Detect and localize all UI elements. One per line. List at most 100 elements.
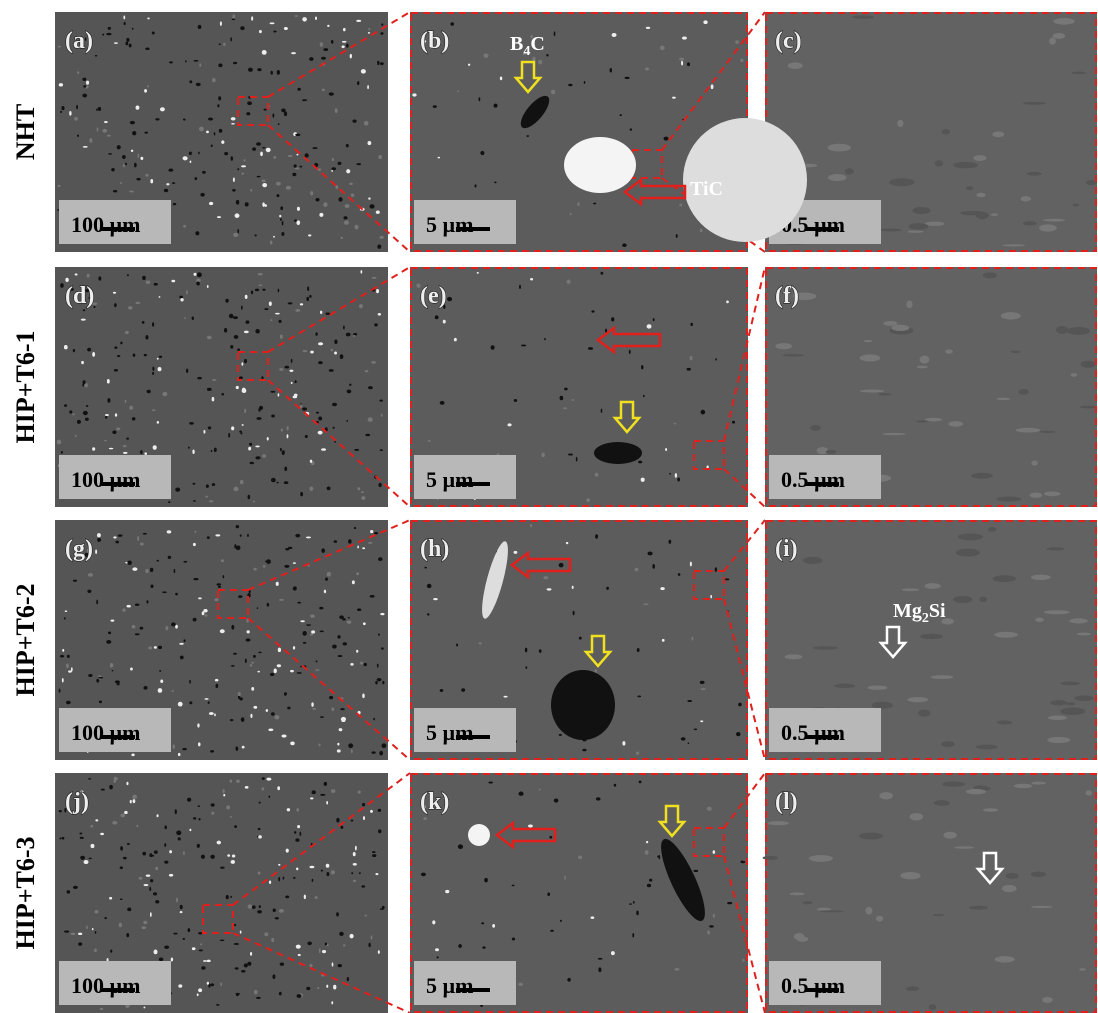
particle (212, 379, 216, 381)
particle (331, 789, 335, 793)
particle (120, 182, 122, 184)
particle (145, 47, 149, 50)
particle (983, 272, 997, 278)
particle (244, 409, 246, 413)
particle (514, 399, 517, 402)
particle (108, 153, 112, 155)
particle (322, 950, 326, 953)
particle (351, 193, 354, 196)
particle (135, 603, 140, 606)
tic-particle (564, 137, 636, 193)
particle (532, 57, 535, 62)
particle (286, 186, 291, 190)
particle (323, 48, 328, 51)
particle (89, 138, 92, 143)
particle (162, 392, 167, 396)
particle (233, 177, 235, 181)
particle (98, 107, 101, 111)
particle (543, 576, 548, 579)
particle (95, 910, 99, 913)
particle (294, 164, 297, 167)
particle (715, 567, 717, 572)
particle (281, 734, 286, 737)
particle (355, 846, 357, 851)
particle (629, 903, 632, 905)
particle (461, 688, 465, 692)
particle (595, 473, 599, 477)
particle (176, 898, 178, 902)
particle (210, 855, 214, 859)
particle (382, 743, 387, 748)
particle (129, 191, 134, 193)
particle (372, 854, 376, 857)
particle (180, 656, 184, 660)
particle (107, 398, 110, 403)
particle (1048, 716, 1067, 720)
particle (185, 60, 187, 62)
particle (294, 219, 297, 221)
particle (370, 810, 373, 813)
particle (327, 572, 331, 577)
particle (687, 700, 692, 702)
particle (207, 982, 209, 985)
particle (233, 233, 238, 237)
particle (105, 416, 107, 419)
particle (674, 423, 676, 425)
particle (132, 131, 136, 135)
particle (1067, 327, 1090, 335)
particle (193, 483, 196, 485)
particle (567, 280, 571, 284)
particle (114, 369, 118, 372)
particle (236, 545, 241, 550)
particle (192, 316, 194, 320)
particle (572, 586, 574, 589)
particle (271, 415, 275, 418)
particle (669, 473, 671, 475)
particle (686, 368, 690, 371)
particle (878, 393, 891, 396)
particle (412, 93, 416, 96)
particle (249, 462, 254, 465)
particle (233, 653, 237, 655)
particle (296, 220, 300, 225)
particle (244, 359, 247, 363)
particle (1031, 461, 1037, 466)
particle (372, 277, 377, 279)
particle (378, 634, 380, 636)
particle (73, 886, 78, 889)
particle (168, 556, 171, 559)
particle (94, 949, 97, 953)
particle (220, 21, 222, 26)
particle (95, 55, 97, 57)
particle (212, 483, 215, 486)
particle (494, 182, 497, 184)
particle (256, 142, 261, 145)
particle (707, 807, 712, 811)
particle (378, 829, 381, 833)
particle (183, 119, 186, 121)
particle (237, 348, 240, 351)
particle (158, 367, 162, 371)
particle (785, 654, 803, 659)
particle (636, 910, 638, 915)
particle (309, 486, 313, 491)
particle (488, 781, 493, 783)
particle (241, 305, 243, 309)
particle (60, 111, 62, 113)
particle (124, 811, 128, 814)
particle (218, 586, 221, 588)
particle (312, 879, 314, 882)
particle (196, 281, 200, 285)
particle (82, 94, 87, 98)
particle (285, 548, 289, 550)
particle (262, 147, 265, 149)
particle (126, 933, 129, 937)
particle (346, 44, 348, 48)
particle (860, 389, 885, 392)
particle (336, 818, 339, 823)
particle (126, 782, 128, 785)
particle (338, 655, 343, 657)
particle (142, 321, 145, 324)
particle (171, 280, 175, 283)
particle (262, 50, 267, 55)
